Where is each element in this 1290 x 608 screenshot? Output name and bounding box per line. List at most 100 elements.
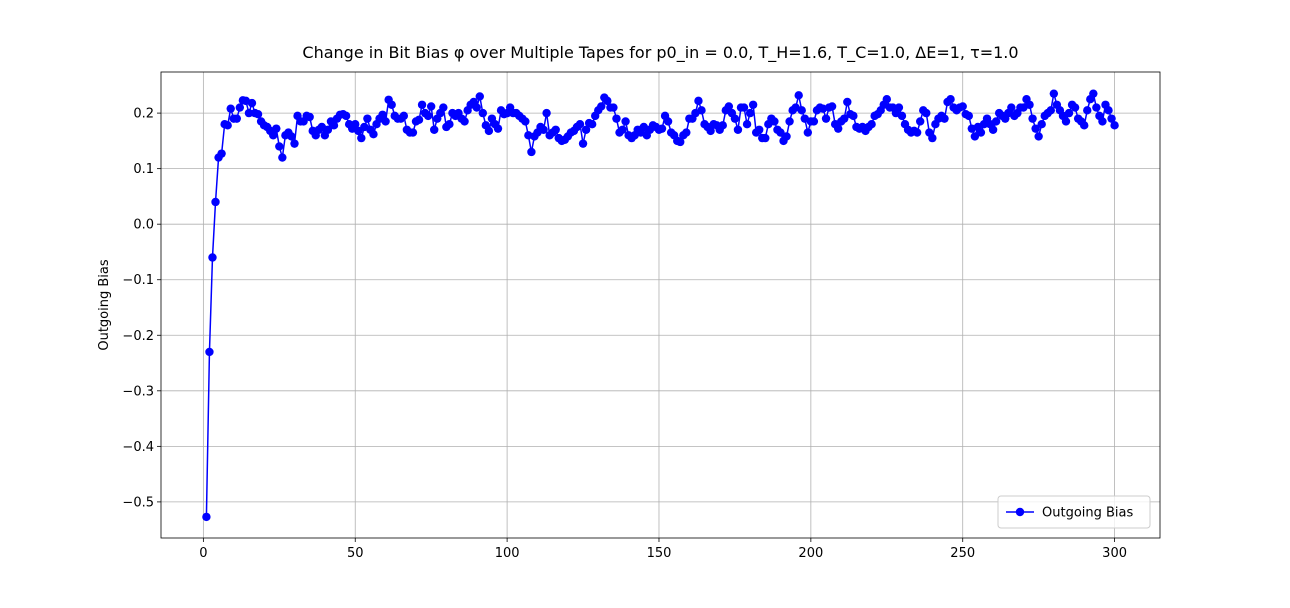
data-point bbox=[676, 137, 685, 147]
data-point bbox=[430, 125, 439, 134]
data-point bbox=[205, 347, 214, 357]
plot-frame bbox=[160, 71, 1161, 539]
data-point bbox=[539, 125, 548, 134]
data-point bbox=[1037, 120, 1046, 129]
data-point bbox=[976, 128, 986, 137]
data-point bbox=[745, 108, 755, 118]
data-point bbox=[439, 103, 448, 112]
data-point bbox=[1007, 103, 1016, 112]
y-tick-label: −0.1 bbox=[122, 273, 154, 288]
data-point bbox=[369, 130, 378, 139]
data-point bbox=[776, 128, 785, 137]
data-point bbox=[782, 132, 791, 141]
data-point bbox=[1080, 121, 1089, 130]
data-point bbox=[354, 126, 363, 136]
data-point bbox=[912, 128, 922, 137]
data-point bbox=[208, 253, 217, 262]
data-point bbox=[809, 117, 819, 126]
data-point bbox=[827, 102, 837, 111]
data-point bbox=[706, 126, 715, 136]
x-tick-label: 150 bbox=[647, 546, 672, 561]
y-tick-label: 0.2 bbox=[133, 107, 154, 122]
y-tick-label: −0.2 bbox=[122, 329, 154, 344]
data-point bbox=[1034, 132, 1043, 141]
data-point bbox=[484, 126, 494, 136]
data-point bbox=[587, 120, 597, 129]
data-point bbox=[275, 142, 284, 151]
data-point bbox=[351, 120, 360, 129]
x-tick-label: 100 bbox=[495, 546, 520, 561]
y-tick-label: −0.5 bbox=[122, 495, 154, 510]
data-point bbox=[761, 133, 770, 143]
data-point bbox=[794, 91, 803, 100]
data-point bbox=[849, 111, 858, 121]
data-point bbox=[1028, 114, 1037, 123]
data-point bbox=[223, 121, 232, 130]
data-point bbox=[1098, 117, 1107, 126]
data-point bbox=[682, 128, 691, 137]
data-point bbox=[770, 117, 779, 126]
data-point bbox=[414, 115, 424, 124]
data-point bbox=[581, 125, 591, 134]
data-point bbox=[417, 100, 427, 109]
data-point bbox=[1049, 89, 1059, 98]
data-point bbox=[618, 125, 627, 134]
data-point bbox=[445, 120, 454, 129]
data-point bbox=[408, 128, 418, 137]
x-tick-label: 50 bbox=[347, 546, 364, 561]
data-point bbox=[478, 108, 488, 118]
data-point bbox=[1046, 106, 1056, 115]
data-point bbox=[387, 100, 396, 109]
y-axis-label: Outgoing Bias bbox=[97, 259, 112, 351]
data-point bbox=[472, 103, 481, 112]
data-point bbox=[755, 125, 764, 134]
data-point bbox=[609, 103, 618, 112]
data-point bbox=[423, 111, 433, 121]
data-point bbox=[928, 133, 937, 143]
data-point bbox=[748, 100, 758, 109]
x-tick-label: 300 bbox=[1102, 546, 1127, 561]
data-point bbox=[578, 139, 588, 148]
data-point bbox=[803, 128, 813, 137]
data-point bbox=[272, 124, 281, 133]
data-point bbox=[882, 95, 891, 104]
data-point bbox=[970, 132, 980, 141]
data-point bbox=[724, 102, 734, 111]
data-point bbox=[797, 106, 806, 115]
y-tick-label: −0.4 bbox=[122, 440, 154, 455]
data-point bbox=[235, 103, 245, 112]
legend-box bbox=[997, 495, 1151, 529]
data-point bbox=[305, 112, 314, 122]
data-point bbox=[785, 117, 794, 126]
data-point bbox=[575, 120, 585, 129]
data-point bbox=[946, 95, 955, 104]
data-point bbox=[278, 153, 287, 162]
data-point bbox=[840, 114, 849, 123]
data-point bbox=[521, 117, 530, 126]
data-point bbox=[217, 149, 226, 158]
data-point bbox=[621, 117, 630, 126]
data-point bbox=[821, 114, 831, 123]
legend-label: Outgoing Bias bbox=[1042, 506, 1134, 521]
data-point bbox=[551, 125, 560, 134]
data-point bbox=[718, 121, 727, 130]
data-point bbox=[1083, 106, 1092, 115]
data-point bbox=[843, 97, 852, 107]
data-point bbox=[378, 110, 387, 119]
data-point bbox=[287, 132, 296, 141]
data-point bbox=[988, 125, 998, 134]
data-point bbox=[897, 111, 907, 121]
data-point bbox=[1104, 106, 1113, 115]
data-point bbox=[323, 125, 333, 134]
y-tick-label: 0.1 bbox=[133, 162, 154, 177]
data-point bbox=[247, 98, 257, 108]
data-point bbox=[542, 108, 551, 118]
data-point bbox=[940, 114, 949, 123]
data-point bbox=[460, 117, 469, 126]
data-point bbox=[475, 92, 484, 101]
data-point bbox=[958, 102, 967, 111]
y-tick-label: 0.0 bbox=[133, 218, 154, 233]
x-tick-label: 0 bbox=[199, 546, 207, 561]
data-point bbox=[1064, 108, 1074, 118]
